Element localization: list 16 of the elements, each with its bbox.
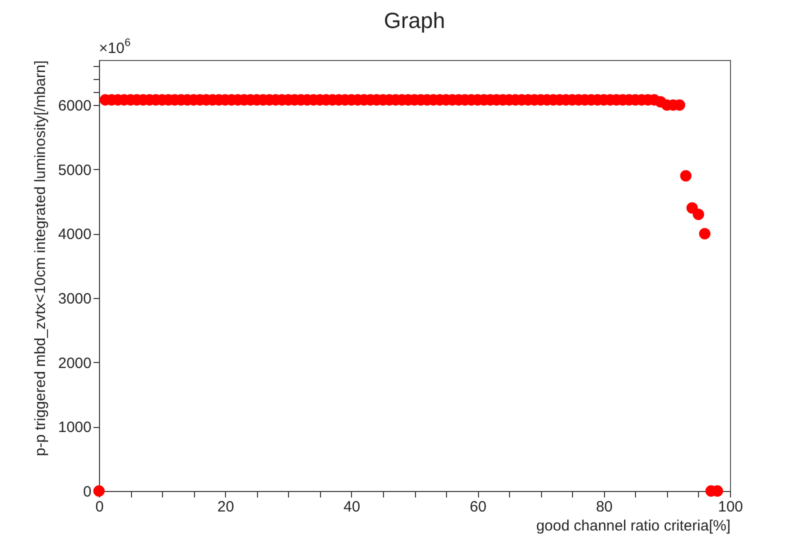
y-tick-label: 3000 [58,290,92,308]
x-tick-label: 40 [344,498,360,516]
x-tick-label: 20 [217,498,234,516]
x-tick-label: 80 [596,498,613,516]
y-tick-label: 6000 [58,98,92,115]
y-tick-label: 5000 [58,162,92,179]
y-axis-title: p-p triggered mbd_zvtx<10cm integrated luminosity[/mbarn] [32,60,50,456]
chart-title: Graph [384,8,446,33]
x-axis-title: good channel ratio criteria[%] [536,518,730,534]
y-tick-label: 0 [83,484,92,500]
x-tick-label: 60 [470,498,486,516]
x-tick-label: 100 [718,498,744,516]
y-tick-label: 4000 [58,226,92,244]
x-tick-label: 0 [95,498,104,516]
y-tick-label: 1000 [58,419,92,436]
y-tick-label: 2000 [58,354,92,372]
